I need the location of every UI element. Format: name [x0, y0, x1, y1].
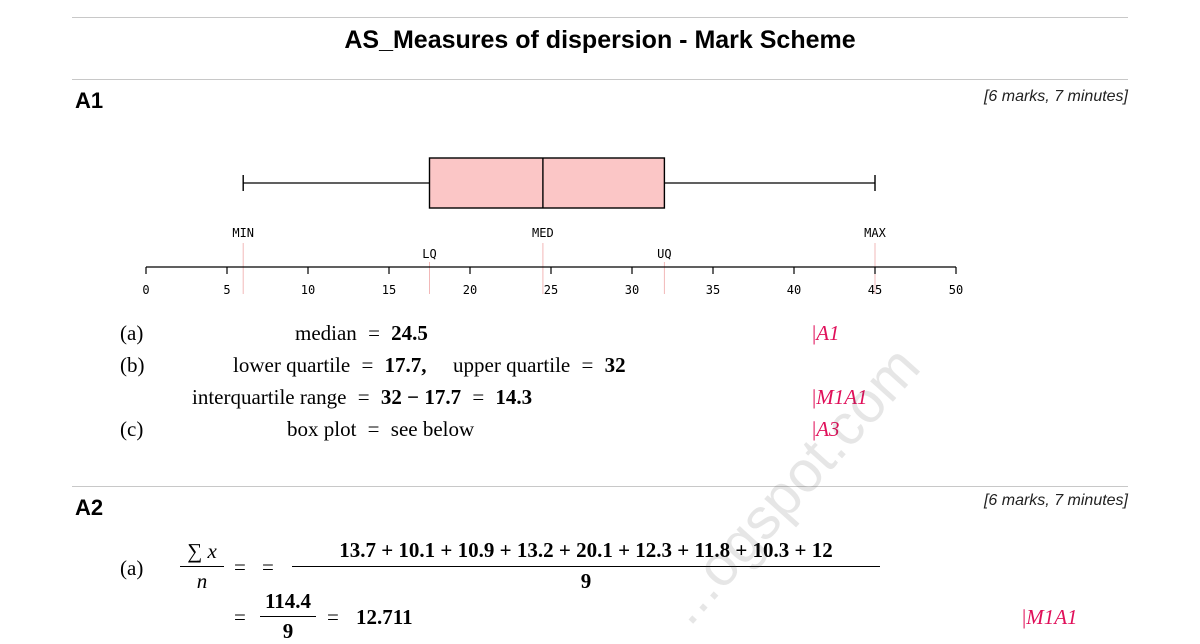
sum-denominator: 9 — [580, 569, 592, 593]
tick-label-20: 20 — [463, 283, 477, 297]
part-a-label: (a) — [120, 321, 144, 345]
label-min: MIN — [232, 226, 254, 240]
total-fraction-bar — [260, 616, 316, 617]
total-numerator: 114.4 — [264, 589, 312, 613]
part-a-answer: median = 24.5 — [295, 321, 428, 346]
tick-label-25: 25 — [544, 283, 558, 297]
iqr-expression: 32 − 17.7 — [380, 385, 462, 409]
number-line-ticks: 0 5 10 15 20 25 30 35 40 45 50 — [142, 267, 963, 297]
sum-fraction-bar — [292, 566, 880, 567]
iqr-text: interquartile range — [192, 385, 347, 409]
box-plot-text: box plot — [287, 417, 357, 441]
lower-quartile-text: lower quartile — [233, 353, 351, 377]
label-uq: UQ — [657, 247, 671, 261]
tick-label-10: 10 — [301, 283, 315, 297]
total-denominator: 9 — [282, 619, 294, 643]
page-title: AS_Measures of dispersion - Mark Scheme — [344, 26, 856, 54]
marks-a1: [6 marks, 7 minutes] — [983, 88, 1128, 105]
tick-label-50: 50 — [949, 283, 963, 297]
tick-label-30: 30 — [625, 283, 639, 297]
mark-a: |A1 — [812, 321, 840, 345]
q2-part-a-label: (a) — [120, 556, 144, 580]
equals-2: = — [262, 555, 274, 579]
part-b-answer: lower quartile = 17.7, upper quartile = … — [233, 353, 626, 377]
label-med: MED — [532, 226, 554, 240]
median-text: median — [295, 321, 357, 345]
upper-quartile-value: 32 — [604, 353, 626, 377]
title-rule — [72, 79, 1128, 80]
mark-a-code: A1 — [816, 321, 840, 345]
mean-symbol-numerator: ∑ x — [187, 539, 217, 563]
section-rule — [72, 486, 1128, 487]
tick-label-0: 0 — [142, 283, 149, 297]
mark-q2-a: |M1A1 — [1022, 605, 1078, 629]
mark-c-code: A3 — [816, 417, 840, 441]
mean-symbol-denominator: n — [196, 569, 208, 593]
lower-quartile-value: 17.7, — [384, 353, 427, 377]
median-value: 24.5 — [391, 321, 428, 345]
question-number-a1: A1 — [75, 88, 104, 113]
label-max: MAX — [864, 226, 886, 240]
tick-label-45: 45 — [868, 283, 882, 297]
top-rule — [72, 17, 1128, 18]
equals-4: = — [327, 605, 339, 629]
tick-label-5: 5 — [223, 283, 230, 297]
part-c-label: (c) — [120, 417, 144, 441]
mark-q2-a-code: M1A1 — [1026, 605, 1078, 629]
equals-1: = — [234, 555, 246, 579]
sum-numerator: 13.7 + 10.1 + 10.9 + 13.2 + 20.1 + 12.3 … — [339, 538, 833, 562]
tick-label-35: 35 — [706, 283, 720, 297]
upper-quartile-text: upper quartile — [453, 353, 571, 377]
tick-label-15: 15 — [382, 283, 396, 297]
box-plot: MIN LQ MED UQ MAX 0 5 10 15 20 25 30 35 40 45 50 — [142, 157, 963, 297]
tick-label-40: 40 — [787, 283, 801, 297]
iqr-value: 14.3 — [495, 385, 533, 409]
question-number-a2: A2 — [75, 495, 104, 520]
equals-3: = — [234, 605, 246, 629]
see-below-text: see below — [390, 417, 475, 441]
mean-symbol-bar — [180, 566, 224, 567]
mean-value: 12.711 — [356, 605, 413, 629]
mark-c: |A3 — [812, 417, 840, 441]
equals-sign: = — [368, 321, 380, 345]
label-lq: LQ — [422, 247, 436, 261]
mark-iqr-code: M1A1 — [816, 385, 868, 409]
box-plot-guides — [242, 243, 876, 294]
iqr-box — [428, 157, 666, 209]
part-c-answer: box plot = see below — [287, 417, 475, 441]
mark-iqr: |M1A1 — [812, 385, 868, 409]
part-b-label: (b) — [120, 353, 145, 377]
marks-a2: [6 marks, 7 minutes] — [983, 492, 1128, 509]
iqr-answer: interquartile range = 32 − 17.7 = 14.3 — [192, 385, 533, 409]
